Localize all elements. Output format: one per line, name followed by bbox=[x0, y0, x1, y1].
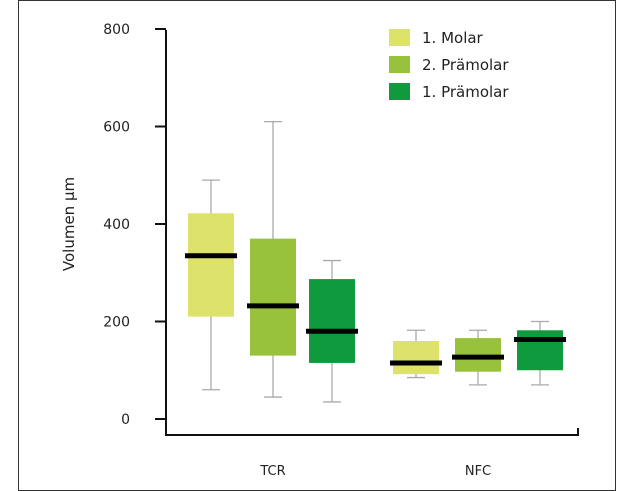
legend-label: 2. Prämolar bbox=[422, 56, 509, 74]
box-0-0 bbox=[185, 179, 237, 391]
chart-border bbox=[18, 0, 616, 491]
legend: 1. Molar 2. Prämolar 1. Prämolar bbox=[389, 29, 509, 101]
legend-label: 1. Molar bbox=[422, 29, 484, 47]
box-1-1 bbox=[452, 329, 504, 386]
legend-swatch bbox=[389, 29, 410, 46]
boxes-layer bbox=[185, 120, 566, 403]
y-tick-label: 600 bbox=[103, 120, 130, 136]
y-tick-label: 800 bbox=[103, 22, 130, 38]
legend-swatch bbox=[389, 83, 410, 100]
box-0-2 bbox=[306, 259, 358, 403]
box-iqr bbox=[250, 238, 296, 356]
box-iqr bbox=[188, 213, 234, 317]
box-iqr bbox=[393, 341, 439, 375]
box-iqr bbox=[309, 279, 355, 363]
x-category-labels: TCR NFC bbox=[259, 464, 491, 479]
y-tick-label: 200 bbox=[103, 315, 130, 331]
legend-label: 1. Prämolar bbox=[422, 83, 509, 101]
box-1-0 bbox=[390, 329, 442, 379]
box-1-2 bbox=[514, 320, 566, 386]
y-ticks: 0 200 400 600 800 bbox=[103, 22, 166, 428]
x-category-label: TCR bbox=[259, 464, 285, 479]
y-tick-label: 400 bbox=[103, 217, 130, 233]
box-0-1 bbox=[247, 120, 299, 398]
box-iqr bbox=[517, 330, 563, 371]
y-tick-label: 0 bbox=[121, 412, 130, 428]
y-axis-title: Volumen µm bbox=[60, 177, 78, 271]
legend-swatch bbox=[389, 56, 410, 73]
x-category-label: NFC bbox=[465, 464, 491, 479]
